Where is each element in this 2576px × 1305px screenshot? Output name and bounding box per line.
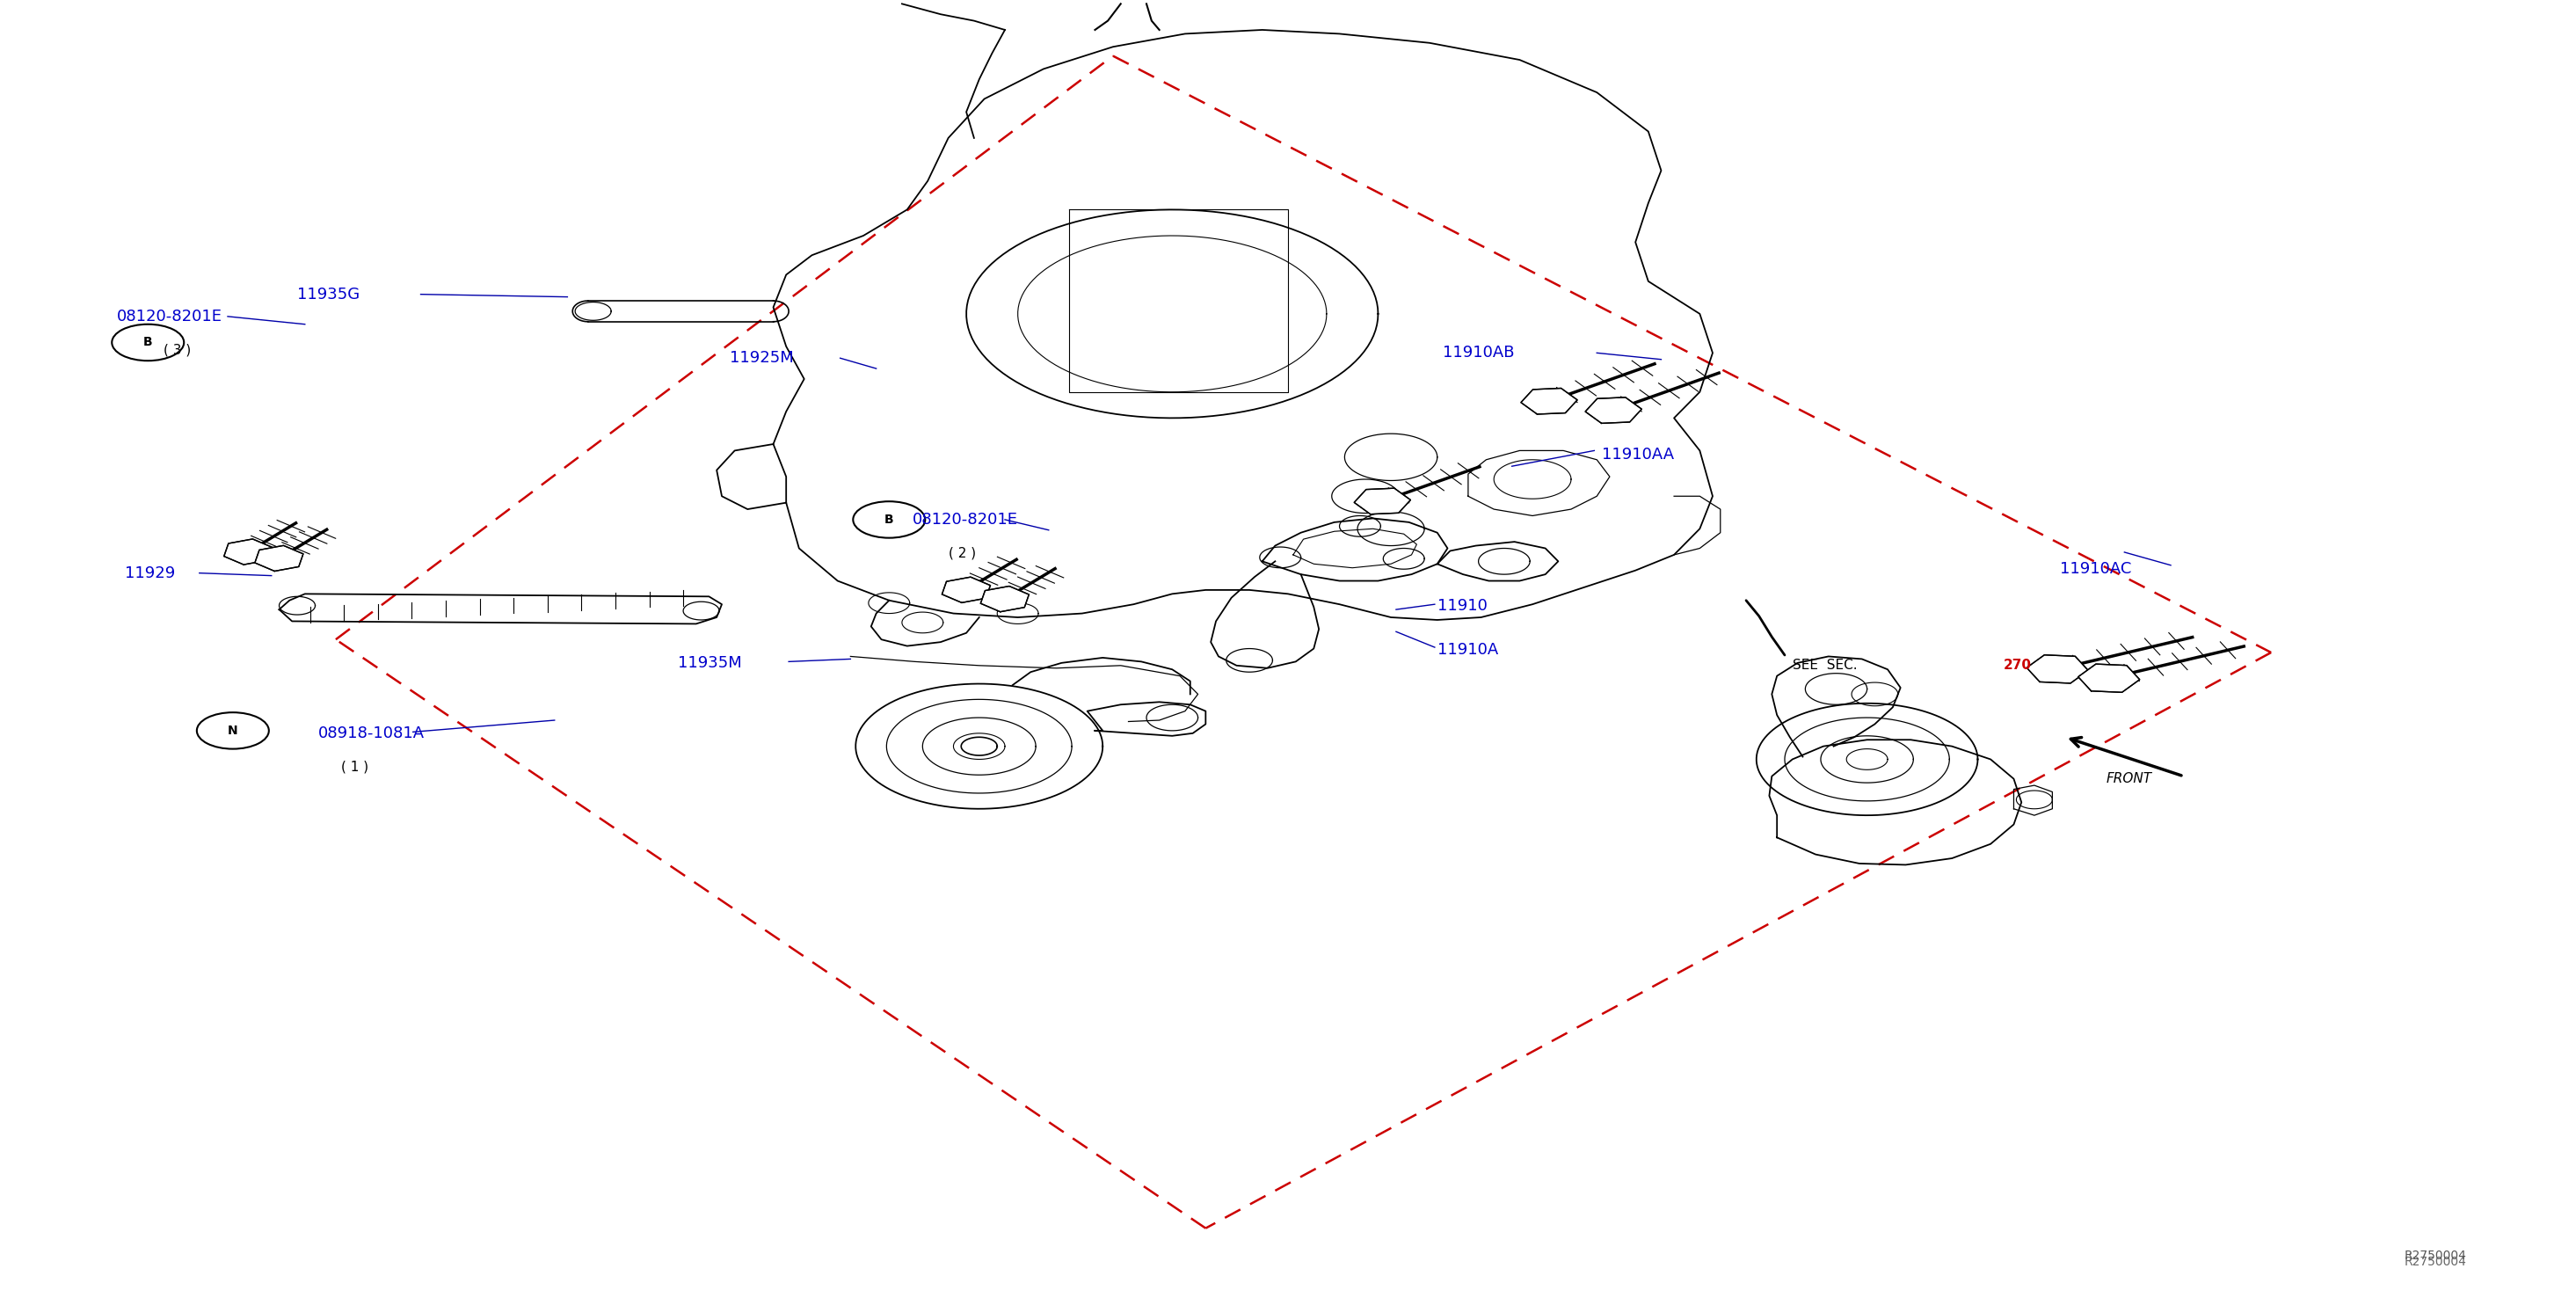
Text: FRONT: FRONT bbox=[2107, 773, 2151, 786]
Text: 11910AB: 11910AB bbox=[1443, 345, 1515, 360]
Text: ( 1 ): ( 1 ) bbox=[340, 761, 368, 774]
Polygon shape bbox=[1584, 397, 1641, 423]
Polygon shape bbox=[255, 545, 304, 572]
Text: 11910AC: 11910AC bbox=[2061, 561, 2130, 577]
Polygon shape bbox=[943, 577, 989, 603]
Text: 11935G: 11935G bbox=[296, 286, 361, 303]
Circle shape bbox=[111, 324, 183, 360]
Text: 11925M: 11925M bbox=[729, 350, 793, 365]
Polygon shape bbox=[981, 586, 1028, 612]
Text: 11910AA: 11910AA bbox=[1602, 446, 1674, 462]
Text: R2750004: R2750004 bbox=[2403, 1250, 2468, 1262]
Text: 11935M: 11935M bbox=[677, 655, 742, 671]
Text: R2750004: R2750004 bbox=[2403, 1255, 2468, 1268]
Text: SEE  SEC.: SEE SEC. bbox=[1793, 659, 1857, 672]
Text: 08918-1081A: 08918-1081A bbox=[317, 726, 425, 741]
Text: B: B bbox=[144, 337, 152, 348]
Text: 270: 270 bbox=[2004, 659, 2032, 672]
Text: ( 3 ): ( 3 ) bbox=[162, 343, 191, 356]
Circle shape bbox=[196, 713, 268, 749]
Polygon shape bbox=[2027, 655, 2089, 684]
Polygon shape bbox=[2079, 664, 2141, 693]
Text: 11910: 11910 bbox=[1437, 598, 1486, 613]
Text: ( 2 ): ( 2 ) bbox=[948, 547, 976, 560]
Text: B: B bbox=[884, 513, 894, 526]
Text: 08120-8201E: 08120-8201E bbox=[116, 308, 222, 325]
Text: 11910A: 11910A bbox=[1437, 642, 1499, 658]
Text: 08120-8201E: 08120-8201E bbox=[912, 512, 1018, 527]
Polygon shape bbox=[224, 539, 273, 565]
Text: N: N bbox=[227, 724, 237, 737]
Polygon shape bbox=[1355, 488, 1412, 514]
Circle shape bbox=[853, 501, 925, 538]
Polygon shape bbox=[1520, 388, 1577, 414]
Text: 11929: 11929 bbox=[124, 565, 175, 581]
